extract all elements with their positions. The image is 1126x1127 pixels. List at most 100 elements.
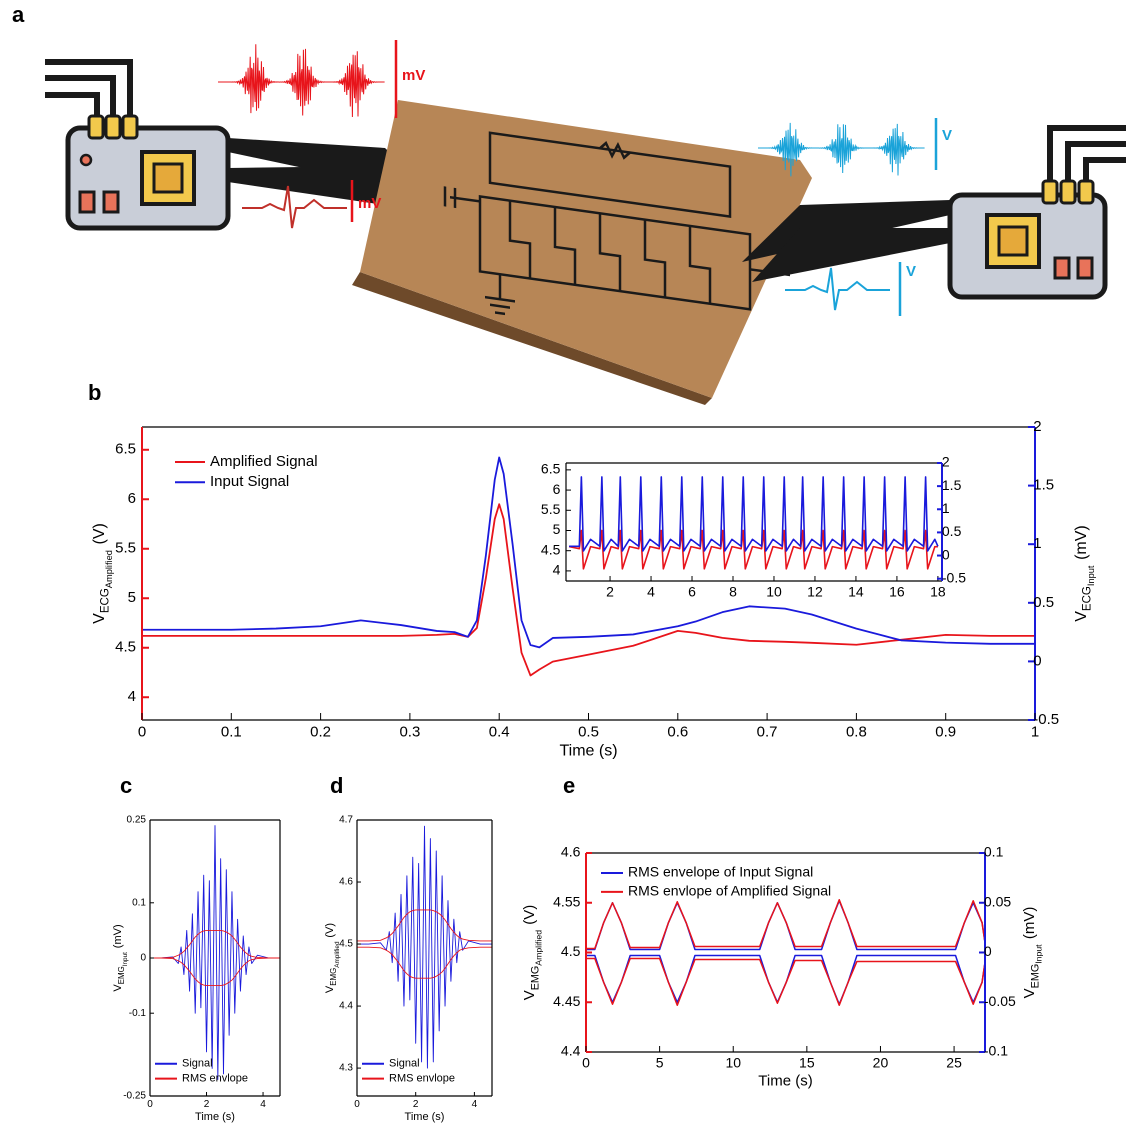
y-tick-label: 4.4	[339, 1001, 353, 1012]
y-tick-label: 4.6	[339, 877, 353, 888]
y-tick-label: 6.5	[541, 461, 561, 477]
y-tick-label: 4.6	[561, 844, 581, 860]
y2-tick-label: 0.5	[1033, 594, 1054, 611]
y2-tick-label: -0.5	[1033, 711, 1059, 728]
x-tick-label: 25	[946, 1055, 962, 1071]
y2-tick-label: 1.5	[942, 477, 962, 493]
component	[1078, 258, 1092, 278]
axis-label-symbol: V	[521, 990, 538, 1000]
y-tick-label: 4.4	[561, 1043, 581, 1059]
legend-label: Signal	[182, 1058, 213, 1070]
scale-label: mV	[402, 67, 425, 84]
x-tick-label: 0.6	[667, 724, 688, 741]
x-tick-label: 0	[582, 1055, 590, 1071]
x-tick-label: 4	[647, 584, 655, 600]
x-tick-label: 0.5	[578, 724, 599, 741]
panel-label: d	[330, 773, 343, 798]
axis-label-subscript: EMG	[117, 966, 126, 984]
axis-label-unit: (V)	[91, 523, 108, 544]
series-line	[357, 826, 492, 1068]
axis-label-subscript: EMG	[529, 966, 541, 991]
series-line	[586, 958, 985, 1005]
waveform-illustration	[218, 44, 385, 117]
x-tick-label: 0.4	[489, 724, 510, 741]
axis-label-subscript: Amplified	[105, 550, 115, 588]
x-tick-label: 4	[472, 1099, 478, 1110]
page: mV mV V V a 00.10.20.30.40.50.60.70.80.9…	[0, 0, 1126, 1127]
y2-tick-label: 2	[942, 454, 950, 470]
figure: mV mV V V a 00.10.20.30.40.50.60.70.80.9…	[0, 0, 1126, 1127]
y2-tick-label: 0.5	[942, 523, 962, 539]
axis-label-symbol: V	[1073, 611, 1090, 622]
series-line	[150, 930, 280, 958]
chip-core	[999, 227, 1027, 255]
y-tick-label: 0.1	[132, 897, 146, 908]
axis-label-unit: (mV)	[1021, 907, 1038, 940]
scale-label: V	[906, 263, 916, 280]
y-tick-label: 4.7	[339, 815, 353, 826]
y2-tick-label: 1.5	[1033, 477, 1054, 494]
panel-label: e	[563, 773, 575, 798]
x-tick-label: 2	[413, 1099, 419, 1110]
axis-label: VEMGInput(mV)	[112, 924, 129, 991]
y-tick-label: 4.3	[339, 1063, 353, 1074]
x-tick-label: 2	[204, 1099, 210, 1110]
x-tick-label: 16	[889, 584, 905, 600]
y-tick-label: 4	[553, 562, 561, 578]
x-tick-label: 18	[930, 584, 946, 600]
panel-label: c	[120, 773, 132, 798]
axis-label-subscript: Input	[122, 952, 129, 966]
x-tick-label: 0.1	[221, 724, 242, 741]
series-line	[357, 910, 492, 941]
axis-label-unit: (mV)	[1073, 525, 1090, 560]
series-line	[586, 901, 985, 950]
y2-tick-label: -0.5	[942, 569, 966, 585]
y-tick-label: 6	[128, 490, 136, 507]
waveform-illustration	[785, 268, 890, 310]
x-tick-label: 10	[766, 584, 782, 600]
y-tick-label: 5	[553, 521, 561, 537]
x-tick-label: 5	[656, 1055, 664, 1071]
y-tick-label: 4.5	[115, 639, 136, 656]
axis-label-subscript: ECG	[100, 588, 112, 613]
y2-tick-label: 0	[1033, 652, 1041, 669]
component	[81, 155, 91, 165]
x-tick-label: 0.2	[310, 724, 331, 741]
x-tick-label: 6	[688, 584, 696, 600]
y2-tick-label: 0	[984, 943, 992, 959]
panel-label: b	[88, 380, 101, 405]
legend-label: Signal	[389, 1058, 420, 1070]
cables	[45, 62, 130, 122]
y2-tick-label: 2	[1033, 418, 1041, 435]
x-tick-label: 0	[138, 724, 146, 741]
axis-label: VEMGAmplified(V)	[324, 923, 341, 993]
x-axis-label: Time (s)	[195, 1111, 235, 1123]
scale-label: mV	[358, 195, 381, 212]
axis-label-subscript: EMG	[329, 968, 338, 986]
y-tick-label: 4.45	[553, 993, 580, 1009]
series-line	[150, 826, 280, 1080]
y-tick-label: 4.5	[561, 943, 581, 959]
series-line	[586, 955, 985, 1004]
series-line	[150, 958, 280, 986]
axis-label: VECGAmplified(V)	[91, 523, 114, 624]
axis-label: VEMGInput(mV)	[1021, 907, 1044, 999]
cables	[1050, 128, 1126, 185]
axis-label: VECGInput(mV)	[1073, 525, 1096, 622]
axis-label: VEMGAmplified(V)	[521, 905, 544, 1001]
y2-tick-label: 1	[942, 500, 950, 516]
axis-label-subscript: EMG	[1029, 964, 1041, 989]
axis-label-subscript: Amplified	[334, 941, 341, 968]
axis-label-subscript: ECG	[1082, 586, 1094, 611]
axis-label-unit: (V)	[521, 905, 538, 925]
x-tick-label: 2	[606, 584, 614, 600]
illustration: mV mV V V a	[12, 2, 1126, 405]
legend-label: RMS envelope of Input Signal	[628, 864, 813, 880]
x-axis-label: Time (s)	[405, 1111, 445, 1123]
legend-label: RMS envlope of Amplified Signal	[628, 883, 831, 899]
y2-tick-label: 0	[942, 546, 950, 562]
legend-label: RMS envlope	[389, 1072, 455, 1084]
connectors	[89, 116, 137, 138]
component	[80, 192, 94, 212]
y-tick-label: 6	[553, 481, 561, 497]
